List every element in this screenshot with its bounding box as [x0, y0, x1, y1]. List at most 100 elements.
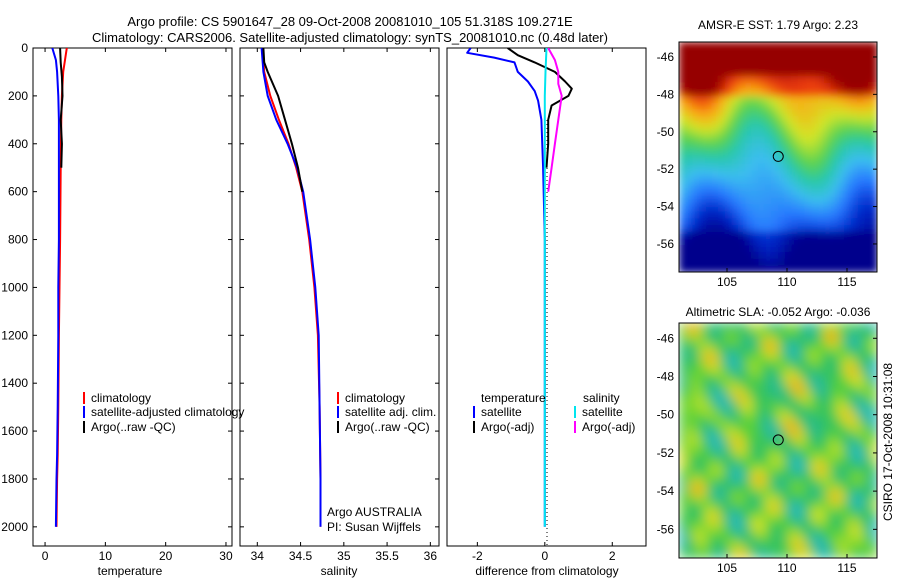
heatmap-cell — [870, 426, 877, 435]
heatmap-cell — [692, 447, 700, 456]
legend-header-temperature: temperature — [481, 391, 546, 405]
heatmap-cell — [830, 184, 839, 192]
heatmap-cell — [751, 217, 759, 226]
heatmap-cell — [738, 433, 746, 442]
heatmap-cell — [811, 190, 819, 199]
heatmap-cell — [705, 62, 713, 70]
heatmap-cell — [725, 419, 733, 428]
heatmap-cell — [850, 551, 858, 558]
heatmap-cell — [679, 364, 687, 373]
heatmap-cell — [771, 258, 779, 267]
heatmap-cell — [718, 177, 726, 185]
heatmap-cell — [797, 336, 806, 345]
heatmap-cell — [705, 523, 713, 532]
heatmap-cell — [784, 551, 792, 558]
heatmap-cell — [784, 482, 792, 490]
heatmap-cell — [863, 204, 872, 212]
heatmap-cell — [870, 544, 877, 552]
heatmap-cell — [811, 75, 819, 84]
heatmap-cell — [837, 530, 845, 539]
heatmap-cell — [811, 136, 819, 145]
heatmap-cell — [771, 170, 779, 179]
heatmap-cell — [692, 177, 700, 185]
heatmap-cell — [712, 244, 720, 253]
heatmap-cell — [745, 551, 753, 558]
heatmap-cell — [824, 385, 832, 393]
heatmap-cell — [685, 412, 693, 421]
heatmap-cell — [797, 433, 806, 442]
heatmap-cell — [804, 190, 812, 199]
heatmap-cell — [718, 157, 726, 165]
heatmap-cell — [712, 495, 720, 504]
x-tick-label: 30 — [219, 549, 233, 563]
heatmap-cell — [751, 150, 759, 158]
heatmap-cell — [778, 447, 786, 456]
heatmap-cell — [870, 136, 877, 145]
heatmap-cell — [758, 516, 766, 525]
heatmap-cell — [830, 516, 839, 525]
heatmap-cell — [725, 231, 733, 239]
heatmap-cell — [751, 251, 759, 260]
heatmap-cell — [751, 336, 759, 345]
heatmap-cell — [758, 75, 766, 84]
heatmap-cell — [751, 378, 759, 386]
heatmap-cell — [685, 82, 693, 91]
heatmap-cell — [698, 251, 707, 260]
heatmap-cell — [857, 371, 865, 380]
heatmap-cell — [784, 217, 792, 226]
heatmap-cell — [778, 184, 786, 192]
heatmap-cell — [811, 461, 819, 469]
heatmap-cell — [797, 350, 806, 359]
heatmap-cell — [685, 170, 693, 179]
heatmap-cell — [844, 468, 852, 476]
legend-label-sal-argo: Argo(-adj) — [582, 420, 635, 434]
heatmap-cell — [797, 143, 806, 152]
heatmap-cell — [685, 184, 693, 192]
heatmap-cell — [857, 343, 865, 352]
heatmap-cell — [745, 475, 753, 483]
heatmap-cell — [679, 447, 687, 456]
heatmap-cell — [791, 75, 799, 84]
heatmap-cell — [817, 217, 825, 226]
heatmap-cell — [824, 150, 832, 158]
heatmap-cell — [745, 244, 753, 253]
heatmap-cell — [764, 523, 773, 532]
heatmap-cell — [817, 378, 825, 386]
heatmap-cell — [738, 116, 746, 124]
heatmap-cell — [692, 544, 700, 552]
heatmap-cell — [751, 329, 759, 338]
heatmap-cell — [844, 123, 852, 131]
heatmap-cell — [725, 102, 733, 111]
heatmap-cell — [685, 440, 693, 449]
heatmap-cell — [685, 265, 693, 272]
heatmap-cell — [685, 482, 693, 490]
heatmap-cell — [804, 177, 812, 185]
heatmap-cell — [830, 163, 839, 172]
heatmap-cell — [811, 163, 819, 172]
heatmap-cell — [685, 488, 693, 497]
heatmap-cell — [712, 224, 720, 233]
heatmap-cell — [725, 454, 733, 462]
heatmap-cell — [771, 163, 779, 172]
heatmap-cell — [817, 116, 825, 124]
heatmap-cell — [817, 129, 825, 138]
heatmap-cell — [830, 392, 839, 400]
heatmap-cell — [692, 329, 700, 338]
heatmap-cell — [745, 461, 753, 469]
heatmap-cell — [817, 109, 825, 118]
heatmap-cell — [791, 136, 799, 145]
heatmap-cell — [797, 461, 806, 469]
heatmap-cell — [692, 69, 700, 77]
heatmap-cell — [764, 433, 773, 442]
heatmap-cell — [771, 143, 779, 152]
heatmap-cell — [771, 190, 779, 199]
heatmap-cell — [804, 69, 812, 77]
heatmap-cell — [698, 258, 707, 267]
heatmap-cell — [685, 454, 693, 462]
heatmap-cell — [679, 157, 687, 165]
heatmap-cell — [698, 42, 707, 50]
heatmap-cell — [712, 62, 720, 70]
y-tick-label: -46 — [657, 331, 675, 345]
heatmap-cell — [758, 42, 766, 50]
heatmap-cell — [870, 89, 877, 97]
